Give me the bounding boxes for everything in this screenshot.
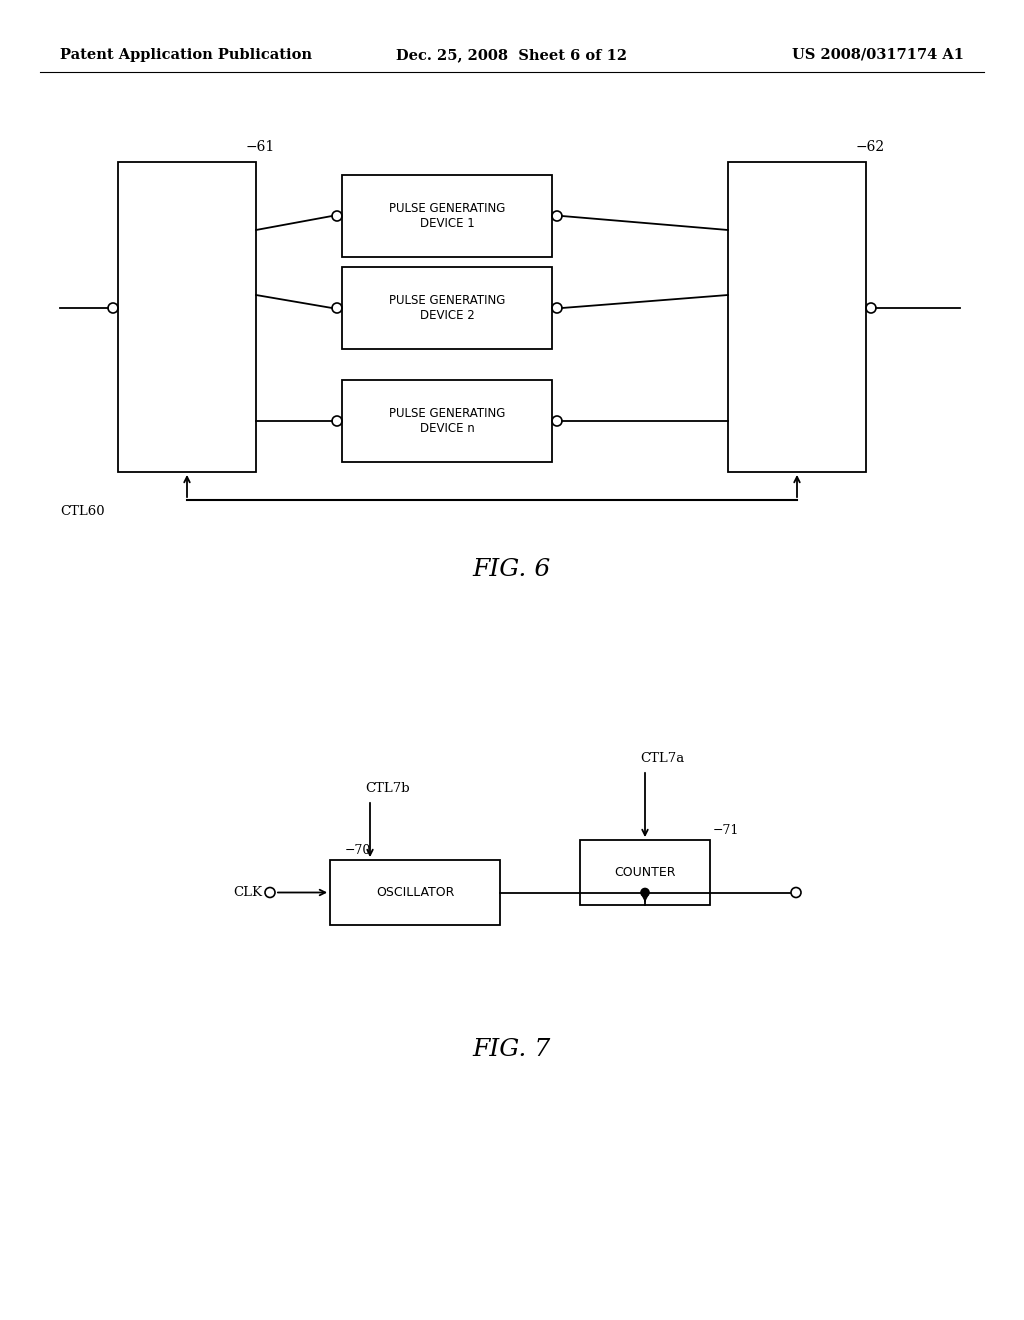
Text: PULSE GENERATING
DEVICE 1: PULSE GENERATING DEVICE 1	[389, 202, 505, 230]
Bar	[118, 162, 256, 473]
Bar	[580, 840, 710, 906]
Bar	[342, 176, 552, 257]
Text: Dec. 25, 2008  Sheet 6 of 12: Dec. 25, 2008 Sheet 6 of 12	[396, 48, 628, 62]
Text: OSCILLATOR: OSCILLATOR	[376, 886, 455, 899]
Text: PULSE GENERATING
DEVICE 2: PULSE GENERATING DEVICE 2	[389, 294, 505, 322]
Bar	[342, 267, 552, 348]
Text: −61: −61	[246, 140, 275, 154]
Text: CTL60: CTL60	[60, 506, 104, 517]
Text: Patent Application Publication: Patent Application Publication	[60, 48, 312, 62]
Text: COUNTER: COUNTER	[614, 866, 676, 879]
Text: −71: −71	[713, 824, 739, 837]
Text: FIG. 7: FIG. 7	[473, 1039, 551, 1061]
Text: US 2008/0317174 A1: US 2008/0317174 A1	[792, 48, 964, 62]
Circle shape	[641, 888, 649, 896]
Bar	[342, 380, 552, 462]
Text: CTL7a: CTL7a	[640, 752, 684, 766]
Bar	[330, 861, 500, 925]
Text: CLK: CLK	[233, 886, 262, 899]
Text: CTL7b: CTL7b	[365, 781, 410, 795]
Text: FIG. 6: FIG. 6	[473, 558, 551, 582]
Text: −62: −62	[856, 140, 885, 154]
Bar	[728, 162, 866, 473]
Text: −70: −70	[345, 843, 372, 857]
Text: PULSE GENERATING
DEVICE n: PULSE GENERATING DEVICE n	[389, 407, 505, 436]
